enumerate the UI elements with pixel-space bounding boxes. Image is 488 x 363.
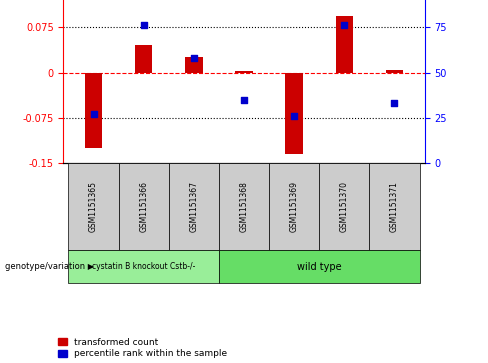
Bar	[319, 163, 369, 250]
Point	[390, 101, 398, 106]
Text: genotype/variation ▶: genotype/variation ▶	[5, 262, 94, 271]
Bar	[386, 70, 403, 73]
Text: wild type: wild type	[297, 262, 342, 272]
Text: GSM1151367: GSM1151367	[189, 182, 198, 232]
Point	[341, 23, 348, 28]
Bar	[185, 57, 203, 73]
Text: GSM1151365: GSM1151365	[89, 182, 98, 232]
Bar	[235, 71, 253, 73]
Text: GSM1151368: GSM1151368	[240, 182, 248, 232]
Bar	[369, 163, 420, 250]
Text: GSM1151366: GSM1151366	[139, 182, 148, 232]
Bar	[285, 73, 303, 154]
Bar	[336, 16, 353, 73]
Point	[90, 111, 98, 117]
Point	[190, 55, 198, 61]
Text: GSM1151371: GSM1151371	[390, 182, 399, 232]
Bar	[68, 250, 219, 283]
Point	[140, 23, 147, 28]
Bar	[269, 163, 319, 250]
Text: GSM1151370: GSM1151370	[340, 182, 349, 232]
Text: cystatin B knockout Cstb-/-: cystatin B knockout Cstb-/-	[92, 262, 195, 271]
Bar	[219, 250, 420, 283]
Bar	[68, 163, 119, 250]
Bar	[135, 45, 152, 73]
Point	[240, 97, 248, 103]
Bar	[219, 163, 269, 250]
Bar	[85, 73, 102, 148]
Legend: transformed count, percentile rank within the sample: transformed count, percentile rank withi…	[58, 338, 227, 359]
Point	[290, 113, 298, 119]
Bar	[119, 163, 169, 250]
Text: GSM1151369: GSM1151369	[290, 182, 299, 232]
Bar	[169, 163, 219, 250]
